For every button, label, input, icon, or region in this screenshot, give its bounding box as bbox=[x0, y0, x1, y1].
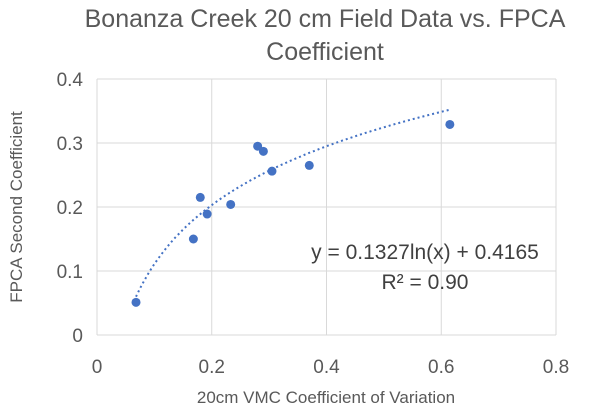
data-point bbox=[267, 166, 277, 176]
data-point bbox=[226, 199, 236, 209]
y-axis-tick-labels: 0 0.1 0.2 0.3 0.4 bbox=[57, 70, 84, 347]
data-point bbox=[131, 297, 141, 307]
y-tick-label: 0.3 bbox=[57, 134, 83, 155]
x-axis-label: 20cm VMC Coefficient of Variation bbox=[197, 388, 455, 407]
data-point bbox=[188, 234, 198, 244]
y-tick-label: 0.2 bbox=[57, 198, 83, 219]
chart-title-line-1: Bonanza Creek 20 cm Field Data vs. FPCA bbox=[85, 5, 566, 33]
chart-title-line-2: Coefficient bbox=[266, 38, 384, 66]
x-tick-label: 0.6 bbox=[428, 357, 454, 378]
data-point bbox=[195, 192, 205, 202]
gridlines bbox=[96, 78, 557, 336]
data-point bbox=[253, 141, 263, 151]
trendline-equation-label: y = 0.1327ln(x) + 0.4165 bbox=[311, 241, 539, 264]
r-squared-label: R² = 0.90 bbox=[382, 271, 469, 294]
x-tick-label: 0.2 bbox=[199, 357, 225, 378]
data-point bbox=[304, 160, 314, 170]
y-axis-label: FPCA Second Coefficient bbox=[7, 111, 26, 303]
x-tick-label: 0.4 bbox=[313, 357, 340, 378]
y-tick-label: 0 bbox=[72, 326, 83, 347]
data-point bbox=[445, 119, 455, 129]
data-points bbox=[131, 119, 455, 307]
x-tick-label: 0.8 bbox=[543, 357, 569, 378]
x-tick-label: 0 bbox=[92, 357, 103, 378]
data-point bbox=[258, 146, 268, 156]
data-point bbox=[202, 209, 212, 219]
y-tick-label: 0.1 bbox=[57, 262, 83, 283]
y-tick-label: 0.4 bbox=[57, 70, 84, 91]
x-axis-tick-labels: 0 0.2 0.4 0.6 0.8 bbox=[92, 357, 570, 378]
log-trendline bbox=[135, 108, 451, 298]
trendline-layer bbox=[135, 108, 451, 298]
